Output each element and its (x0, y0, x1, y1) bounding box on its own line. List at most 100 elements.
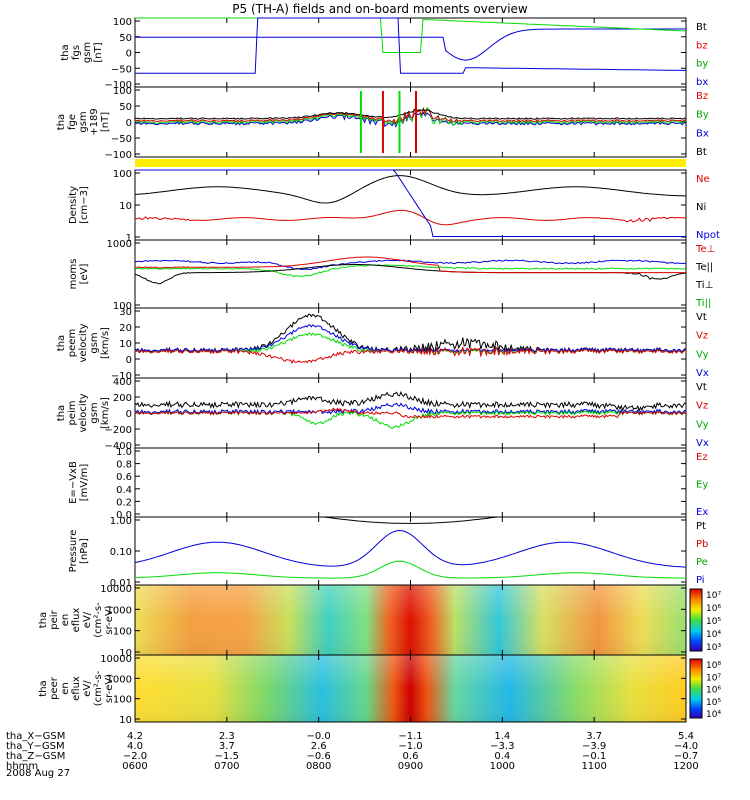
series-Vx (134, 324, 687, 353)
legend-entry: Vy (696, 419, 709, 430)
panel-peem_v: 30 20 10 0 −10 tha peem velocity gsm [km/s] Vt Vz Vy… (56, 307, 709, 382)
mode-bar (135, 159, 686, 167)
panel-peir: 10⁷ 10⁶ 10⁵ 10⁴ 10³ 10000 1000 100 10 tha peir en ef… (38, 584, 721, 659)
legend-entry: Te|| (695, 262, 713, 273)
y-axis-label: velocity (78, 323, 89, 362)
panel-frame (134, 516, 687, 586)
y-axis-label: tha (38, 680, 49, 696)
y-axis-label: tha (56, 114, 67, 130)
panel-frame (134, 169, 687, 241)
y-axis-label: en (60, 614, 71, 627)
y-tick-label: 400 (113, 377, 132, 388)
legend-entry: Vt (696, 382, 707, 393)
legend-entry: Te⊥ (695, 244, 715, 255)
panel-peim_v: 400 200 0 −200 −400 tha peim velocity gsm [km/s] V… (56, 377, 709, 452)
y-axis-label: sr-eV) (104, 605, 115, 634)
y-axis-label: en (60, 682, 71, 695)
series-Pi (134, 529, 687, 568)
y-tick-label: 100 (113, 169, 132, 180)
axis-row-value: −0.6 (307, 751, 331, 762)
y-axis-label: +189 (89, 108, 100, 135)
y-tick-label: 100 (113, 301, 132, 312)
axis-row-value: 3.7 (219, 741, 235, 752)
panel-efield: 1.0 0.80.6 0.40.2 0.0 E=−VxB [mV/m] Ez Ey Ex (68, 447, 708, 521)
panel-pressure: 1.00 0.10 0.01 Pressure [nPa] Pt Pb Pe Pi (68, 516, 708, 589)
y-axis-label: E=−VxB (68, 461, 79, 504)
colorbar-peer (689, 658, 703, 719)
axis-row-value: 1.4 (494, 731, 510, 742)
panel-temp: 1000 100 moms [eV] Te⊥ Te|| Ti⊥ Ti|| (68, 239, 715, 312)
series-Npot (135, 169, 686, 237)
y-tick-label: 30 (119, 307, 132, 318)
panel-frame (134, 307, 687, 379)
y-axis-label: [cm−3] (79, 186, 90, 224)
legend-entry: Ni (696, 202, 706, 213)
colorbar-tick-label: 10⁸ (706, 661, 721, 671)
series-by (135, 17, 687, 53)
y-axis-label: [km/s] (100, 327, 111, 359)
y-tick-label: 10 (119, 715, 132, 726)
y-axis-label: [nPa] (79, 538, 90, 564)
y-tick-label: 10000 (100, 654, 132, 665)
y-tick-label: 10 (119, 648, 132, 659)
y-tick-label: 1000 (107, 239, 132, 250)
series-Ti-perp (134, 259, 687, 271)
y-tick-label: 100 (113, 627, 132, 638)
axis-row-value: −4.0 (674, 741, 698, 752)
axis-row-value: 0600 (122, 761, 147, 772)
y-tick-label: 200 (113, 393, 132, 404)
y-tick-label: 50 (119, 33, 132, 44)
spectrogram-shade (135, 655, 686, 722)
series-Te-perp (134, 256, 686, 274)
y-tick-label: 20 (119, 323, 132, 334)
y-tick-label: 0.4 (116, 485, 132, 496)
legend-entry: Vz (696, 331, 708, 342)
series-bx-2 (135, 17, 686, 74)
axis-row-value: 2.3 (219, 731, 235, 742)
axis-row-label: tha_Y−GSM (6, 741, 65, 752)
y-axis-label: moms (68, 259, 79, 290)
y-tick-label: 0.2 (116, 497, 132, 508)
series-By (134, 106, 687, 127)
y-axis-label: [mV/m] (79, 464, 90, 502)
y-tick-label: 0 (126, 409, 132, 420)
panel-fge: 100 50 0 −50 −100 tha fge gsm +189 [nT] Bz By Bx Bt (56, 86, 709, 161)
series-Pe (134, 560, 686, 579)
y-axis-label: Density (68, 186, 79, 224)
y-tick-label: −50 (111, 64, 132, 75)
legend-entry: Pt (696, 521, 706, 532)
y-axis-label: eV/ (82, 680, 93, 697)
legend-entry: Ex (696, 507, 708, 518)
legend-entry: Bx (696, 128, 709, 139)
legend-entry: Ti⊥ (695, 280, 713, 291)
y-axis-label: peim (67, 400, 78, 425)
legend-entry: Vt (696, 312, 707, 323)
panel-density: 100 10 1 Density [cm−3] Ne Ni Npot (68, 169, 720, 244)
panel-peer: 10⁸ 10⁷ 10⁶ 10⁵ 10⁴ 10000 1000 100 10 tha peer en ef… (38, 654, 721, 726)
axis-row-value: 0900 (398, 761, 423, 772)
y-tick-label: −100 (105, 150, 132, 161)
legend-entry: Bz (696, 91, 708, 102)
y-tick-label: 0.01 (110, 578, 132, 589)
legend-entry: Ti|| (695, 298, 711, 309)
panel-fgs: 100 50 0 −50 −100 tha fgs gsm [nT] Bt bz by bx (60, 17, 708, 91)
colorbar-tick-label: 10³ (706, 643, 721, 653)
legend-entry: bz (696, 40, 708, 51)
y-axis-label: Pressure (68, 530, 79, 573)
y-tick-label: 0 (126, 49, 132, 60)
series-Vx (134, 402, 687, 416)
colorbar-tick-label: 10⁴ (706, 710, 721, 720)
colorbar-peir (689, 588, 703, 652)
axis-row-value: 1200 (673, 761, 698, 772)
colorbar-tick-label: 10⁷ (706, 591, 721, 601)
axis-row-value: 5.4 (678, 731, 694, 742)
series-bx (135, 28, 686, 61)
axis-row-value: 1000 (490, 761, 515, 772)
legend-entry: Vx (696, 368, 709, 379)
y-axis-label: tha (38, 612, 49, 628)
colorbar-tick-label: 10⁴ (706, 630, 721, 640)
y-axis-label: peem (67, 329, 78, 357)
axis-row-value: 0.6 (403, 751, 419, 762)
axis-row-label: tha_Z−GSM (6, 751, 65, 762)
y-tick-label: −10 (111, 371, 132, 382)
